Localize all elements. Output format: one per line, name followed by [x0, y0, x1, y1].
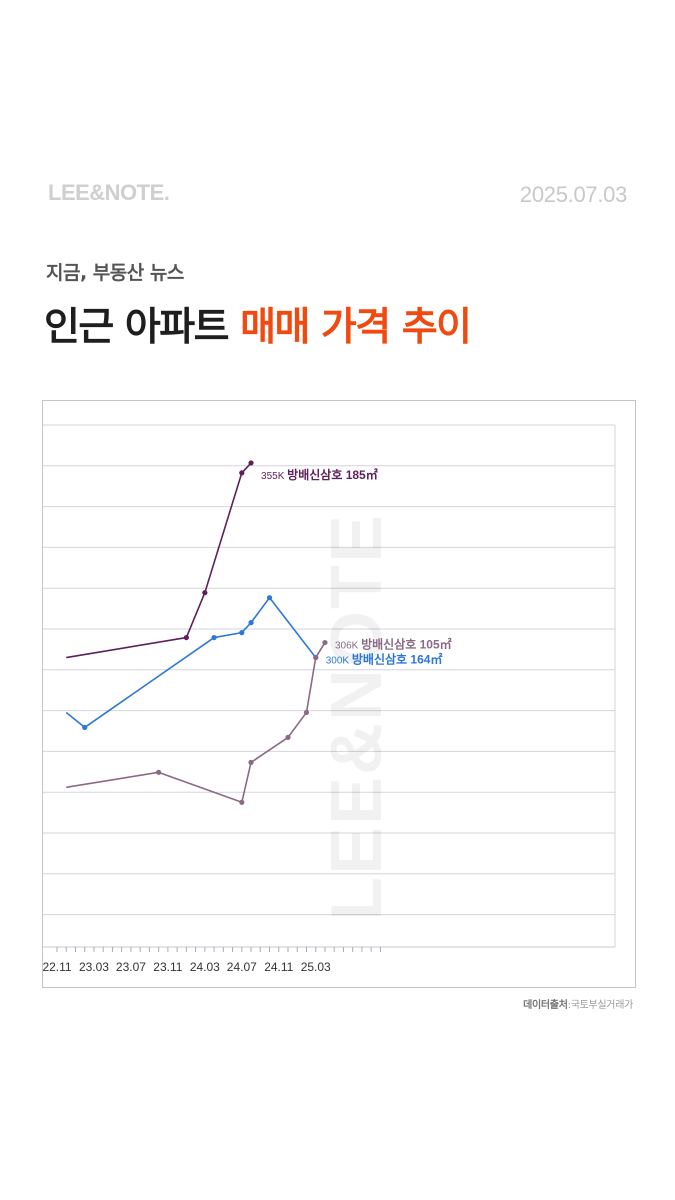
chart-frame: LEE&NOTE 22.11 23.03 23.07 23.11 24.03 24.07 24…: [42, 400, 636, 988]
x-tick-label: 24.11: [264, 960, 293, 974]
chart-grid: [43, 424, 616, 947]
series-layer: [65, 460, 328, 805]
page-title: 인근 아파트 매매 가격 추이: [44, 296, 472, 352]
data-point: [211, 634, 217, 641]
data-point: [202, 590, 208, 596]
data-point: [313, 654, 319, 661]
data-point: [266, 595, 273, 601]
title-highlight: 매매 가격 추이: [240, 305, 472, 350]
data-point: [303, 709, 310, 716]
series-3: [66, 639, 328, 805]
data-point: [239, 630, 245, 636]
x-tick-label: 23.11: [153, 960, 182, 974]
series-end-label: 306K 방배신삼호 105㎡: [335, 637, 452, 652]
x-axis: 22.11 23.03 23.07 23.11 24.03 24.07 24.11 25.03: [42, 946, 615, 974]
series-end-label: 300K 방배신삼호 164㎡: [326, 652, 443, 667]
series-end-label: 355K 방배신삼호 185㎡: [261, 467, 378, 482]
x-tick-label: 22.11: [43, 960, 72, 974]
data-point: [322, 639, 328, 646]
data-point: [156, 769, 162, 775]
series-2: [65, 595, 319, 731]
series-line: [66, 462, 252, 659]
series-line: [66, 642, 326, 804]
publish-date: 2025.07.03: [519, 182, 627, 207]
data-source: 데이터출처:국토부실거래가: [523, 1000, 634, 1011]
data-point: [239, 470, 245, 476]
data-source-label: 데이터출처: [523, 1000, 568, 1011]
data-point: [248, 460, 254, 466]
x-tick-label: 25.03: [301, 960, 331, 974]
data-point: [285, 734, 291, 740]
data-point: [239, 799, 245, 805]
data-source-value: 국토부실거래가: [570, 1000, 634, 1011]
brand-logo: LEE&NOTE.: [48, 180, 170, 205]
x-tick-label: 23.07: [116, 960, 146, 974]
x-tick-label: 23.03: [79, 960, 109, 974]
section-kicker: 지금, 부동산 뉴스: [46, 262, 184, 284]
x-tick-label: 24.07: [227, 960, 257, 974]
x-tick-label: 24.03: [190, 960, 220, 974]
series-1: [66, 460, 254, 659]
data-point: [183, 634, 189, 641]
price-trend-chart: LEE&NOTE 22.11 23.03 23.07 23.11 24.03 24.07 24…: [42, 424, 616, 974]
data-point: [248, 620, 254, 626]
series-line: [65, 596, 317, 729]
data-point: [82, 724, 88, 731]
title-main: 인근 아파트: [44, 305, 241, 350]
data-point: [248, 759, 254, 765]
watermark: LEE&NOTE: [317, 513, 397, 921]
